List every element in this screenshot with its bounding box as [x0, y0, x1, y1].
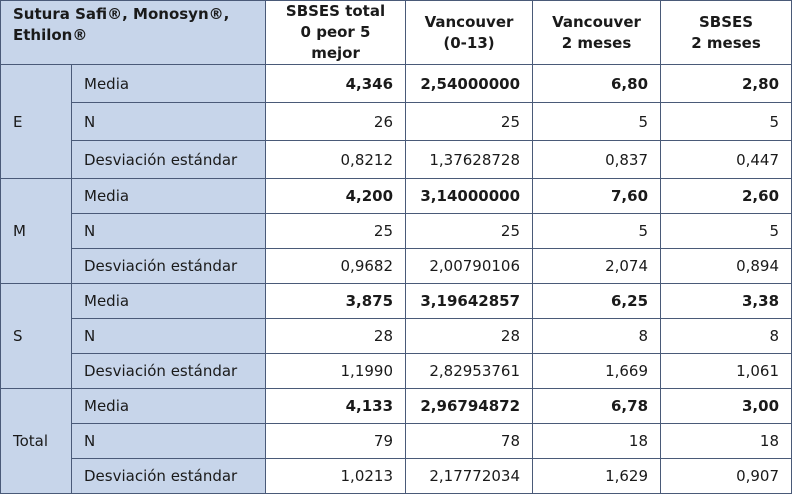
corner-header: Sutura Safi®, Monosyn®, Ethilon®	[0, 0, 267, 65]
group-label: Total	[0, 388, 72, 494]
group-label: E	[0, 64, 72, 179]
stat-label: N	[70, 102, 267, 141]
table-cell: 4,346	[265, 64, 407, 103]
table-cell: 25	[405, 213, 534, 249]
table-row: N 26 25 5 5	[1, 102, 792, 141]
stat-label: N	[70, 423, 267, 459]
table-cell: 0,894	[660, 248, 792, 284]
table-row: Desviación estándar 1,1990 2,82953761 1,…	[1, 353, 792, 389]
stat-label: Media	[70, 388, 267, 424]
table-cell: 3,875	[265, 283, 407, 319]
table-cell: 1,061	[660, 353, 792, 389]
column-header-vancouver: Vancouver (0-13)	[405, 0, 534, 65]
table-row: Desviación estándar 1,0213 2,17772034 1,…	[1, 458, 792, 494]
table-cell: 2,17772034	[405, 458, 534, 494]
table-cell: 6,78	[532, 388, 662, 424]
table-cell: 2,60	[660, 178, 792, 214]
table-cell: 25	[405, 102, 534, 141]
table-row: N 25 25 5 5	[1, 213, 792, 249]
table-cell: 3,38	[660, 283, 792, 319]
group-label: M	[0, 178, 72, 284]
table-cell: 0,907	[660, 458, 792, 494]
table-cell: 1,1990	[265, 353, 407, 389]
table-cell: 18	[660, 423, 792, 459]
table-row: Total Media 4,133 2,96794872 6,78 3,00	[0, 388, 792, 494]
table-cell: 2,074	[532, 248, 662, 284]
table-cell: 18	[532, 423, 662, 459]
table-cell: 1,629	[532, 458, 662, 494]
table-cell: 1,37628728	[405, 140, 534, 179]
table-cell: 8	[532, 318, 662, 354]
table-row: Desviación estándar 0,9682 2,00790106 2,…	[1, 248, 792, 284]
table-row: N 28 28 8 8	[1, 318, 792, 354]
table-row: Desviación estándar 0,8212 1,37628728 0,…	[1, 140, 792, 179]
table-cell: 5	[532, 102, 662, 141]
table-cell: 2,00790106	[405, 248, 534, 284]
table-cell: 25	[265, 213, 407, 249]
table-cell: 6,80	[532, 64, 662, 103]
stat-label: Media	[70, 178, 267, 214]
table-cell: 2,82953761	[405, 353, 534, 389]
table-cell: 28	[405, 318, 534, 354]
stat-label: Media	[70, 64, 267, 103]
table-row: S Media 3,875 3,19642857 6,25 3,38	[0, 283, 792, 389]
table-cell: 0,447	[660, 140, 792, 179]
table-row: M Media 4,200 3,14000000 7,60 2,60	[0, 178, 792, 284]
table-cell: 0,8212	[265, 140, 407, 179]
table-cell: 3,19642857	[405, 283, 534, 319]
table-cell: 5	[660, 102, 792, 141]
table-cell: 7,60	[532, 178, 662, 214]
table-cell: 6,25	[532, 283, 662, 319]
table-cell: 4,133	[265, 388, 407, 424]
table-cell: 5	[660, 213, 792, 249]
table-row: N 79 78 18 18	[1, 423, 792, 459]
table-cell: 0,837	[532, 140, 662, 179]
stat-label: Desviación estándar	[70, 248, 267, 284]
table-cell: 1,669	[532, 353, 662, 389]
column-header-sbses-total: SBSES total 0 peor 5 mejor	[265, 0, 407, 65]
stat-label: N	[70, 213, 267, 249]
table-cell: 1,0213	[265, 458, 407, 494]
stat-label: Desviación estándar	[70, 140, 267, 179]
column-header-vancouver-2-meses: Vancouver 2 meses	[532, 0, 662, 65]
table-cell: 2,80	[660, 64, 792, 103]
stat-label: N	[70, 318, 267, 354]
column-header-sbses-2-meses: SBSES 2 meses	[660, 0, 792, 65]
stat-label: Media	[70, 283, 267, 319]
table-cell: 3,00	[660, 388, 792, 424]
table-cell: 3,14000000	[405, 178, 534, 214]
table-cell: 79	[265, 423, 407, 459]
table-cell: 78	[405, 423, 534, 459]
stat-label: Desviación estándar	[70, 458, 267, 494]
table-cell: 0,9682	[265, 248, 407, 284]
table-cell: 5	[532, 213, 662, 249]
group-label: S	[0, 283, 72, 389]
table-cell: 8	[660, 318, 792, 354]
stat-label: Desviación estándar	[70, 353, 267, 389]
table-cell: 4,200	[265, 178, 407, 214]
table-cell: 2,96794872	[405, 388, 534, 424]
table-cell: 2,54000000	[405, 64, 534, 103]
header-row: Sutura Safi®, Monosyn®, Ethilon® SBSES t…	[0, 0, 792, 65]
table-cell: 28	[265, 318, 407, 354]
table-cell: 26	[265, 102, 407, 141]
table-row: E Media 4,346 2,54000000 6,80 2,80	[0, 64, 792, 179]
